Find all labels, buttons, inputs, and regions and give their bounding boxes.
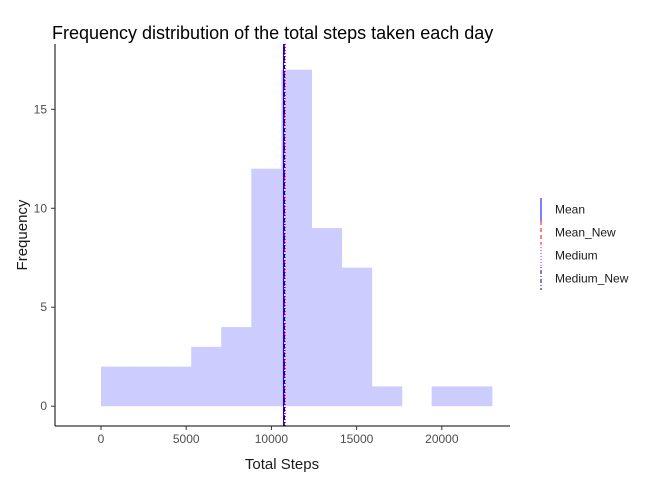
histogram-bar-6 bbox=[281, 69, 313, 407]
histogram-bar-8 bbox=[341, 267, 373, 407]
y-tick-label: 10 bbox=[34, 201, 48, 215]
histogram-bar-9 bbox=[371, 386, 403, 407]
x-tick-label: 5000 bbox=[173, 432, 200, 446]
histogram-bar-11 bbox=[431, 386, 463, 407]
x-axis-title: Total Steps bbox=[245, 456, 319, 473]
bars-layer bbox=[101, 69, 493, 407]
legend-label-mean-new: Mean_New bbox=[555, 226, 616, 240]
legend: Mean Mean_New Medium Medium_New bbox=[540, 198, 629, 290]
y-tick-label: 0 bbox=[40, 399, 47, 413]
vlines-layer bbox=[282, 44, 286, 426]
x-tick-label: 10000 bbox=[255, 432, 289, 446]
x-tick-label: 15000 bbox=[340, 432, 374, 446]
ticks-layer: 0 5000 10000 15000 20000 0 5 10 15 bbox=[34, 102, 459, 446]
chart-title: Frequency distribution of the total step… bbox=[52, 23, 493, 43]
y-tick-label: 15 bbox=[34, 102, 48, 116]
histogram-bar-4 bbox=[221, 327, 252, 407]
histogram-bar-0 bbox=[101, 366, 132, 407]
histogram-bar-2 bbox=[161, 366, 192, 407]
histogram-bar-5 bbox=[251, 168, 282, 407]
histogram-bar-1 bbox=[131, 366, 162, 407]
histogram-bar-7 bbox=[311, 228, 343, 407]
histogram-bar-3 bbox=[191, 346, 222, 407]
y-axis-title: Frequency bbox=[14, 199, 31, 270]
legend-label-medium-new: Medium_New bbox=[555, 272, 629, 286]
histogram-bar-12 bbox=[461, 386, 493, 407]
x-tick-label: 20000 bbox=[425, 432, 459, 446]
legend-label-medium: Medium bbox=[555, 249, 598, 263]
axes-layer bbox=[54, 44, 510, 427]
x-tick-label: 0 bbox=[98, 432, 105, 446]
legend-label-mean: Mean bbox=[555, 203, 585, 217]
y-tick-label: 5 bbox=[40, 300, 47, 314]
